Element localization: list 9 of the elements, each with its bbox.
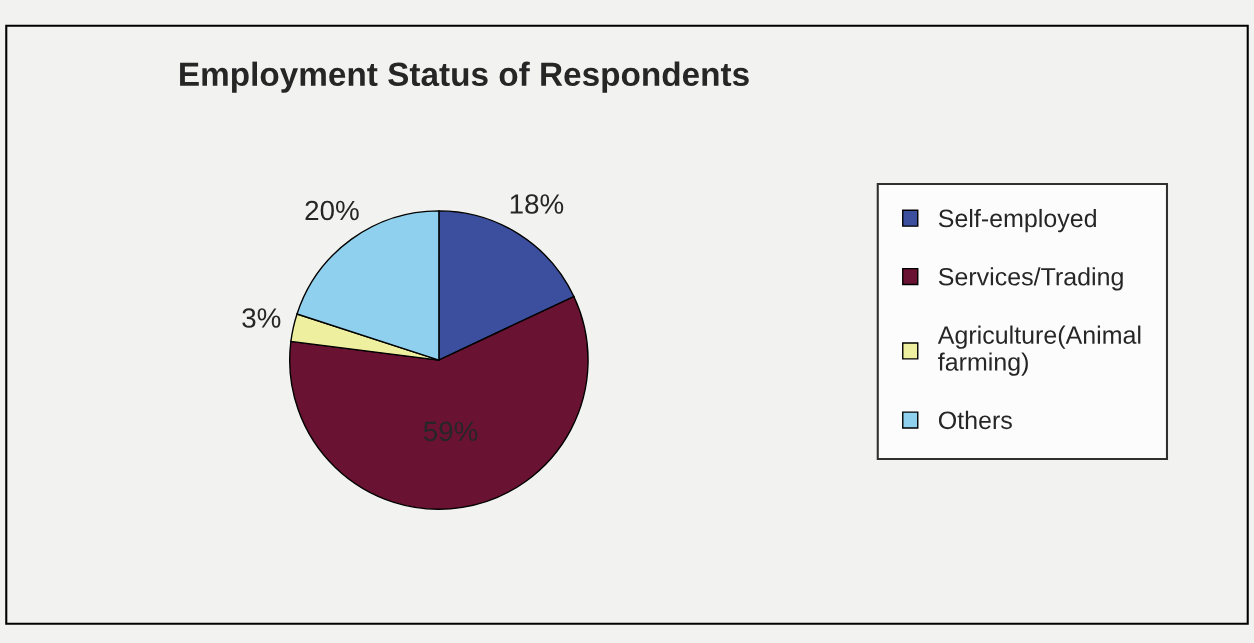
- data-label: 18%: [510, 194, 564, 214]
- legend-label: Others: [938, 410, 1012, 430]
- data-label: 59%: [423, 421, 478, 442]
- legend-label: Agriculture(Animal farming): [937, 325, 1141, 376]
- data-label: 20%: [305, 200, 359, 221]
- data-label: 3%: [242, 308, 281, 328]
- legend-label: Self-employed: [938, 208, 1096, 233]
- legend-label: Services/Trading: [938, 267, 1123, 291]
- chart-title: Employment Status of Respondents: [180, 61, 749, 93]
